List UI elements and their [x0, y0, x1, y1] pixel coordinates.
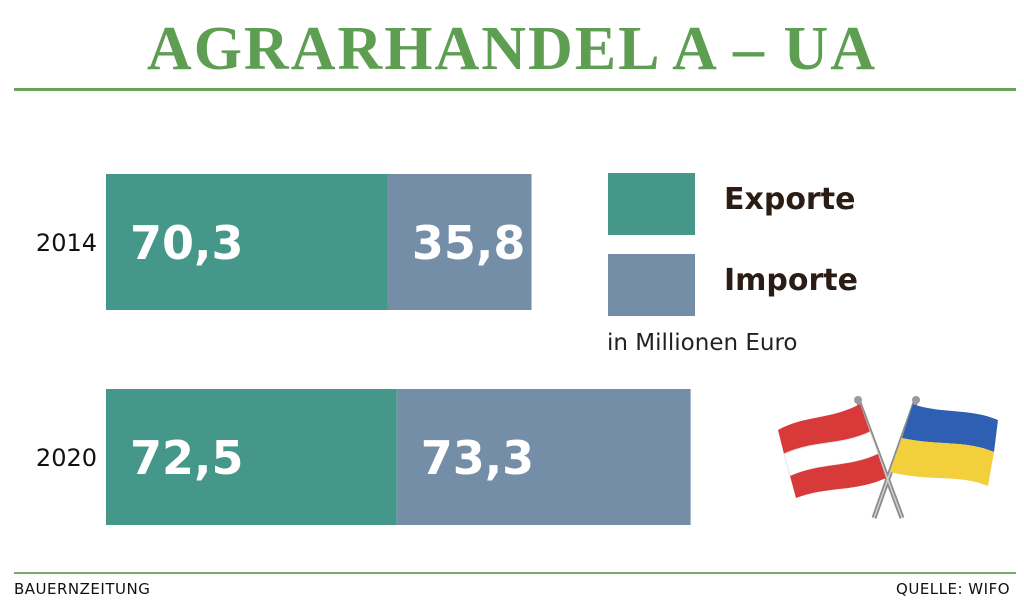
austria-flag-icon: [778, 404, 886, 498]
legend-label-exports: Exporte: [724, 182, 856, 217]
data-label-imports-2020: 73,3: [421, 431, 535, 485]
publisher-label: BAUERNZEITUNG: [14, 580, 151, 598]
legend-swatch-imports: [608, 254, 695, 316]
unit-label: in Millionen Euro: [607, 330, 798, 356]
ukraine-flag-icon: [890, 404, 998, 486]
title-divider: [14, 88, 1016, 91]
data-label-imports-2014: 35,8: [412, 216, 526, 270]
chart-title: AGRARHANDEL A – UA: [146, 15, 878, 83]
bar-imports-2020: [396, 389, 691, 525]
bar-exports-2020: [106, 389, 397, 525]
legend-swatch-exports: [608, 173, 695, 235]
data-label-exports-2020: 72,5: [130, 431, 244, 485]
data-label-exports-2014: 70,3: [130, 216, 244, 270]
bar-exports-2014: [106, 174, 388, 310]
crossed-flags-icon: [778, 396, 998, 519]
footer-divider: [14, 572, 1016, 574]
legend-label-imports: Importe: [724, 263, 858, 298]
source-label: QUELLE: WIFO: [896, 580, 1010, 598]
category-label-2014: 2014: [36, 229, 97, 257]
bar-imports-2014: [387, 174, 532, 310]
category-label-2020: 2020: [36, 444, 97, 472]
